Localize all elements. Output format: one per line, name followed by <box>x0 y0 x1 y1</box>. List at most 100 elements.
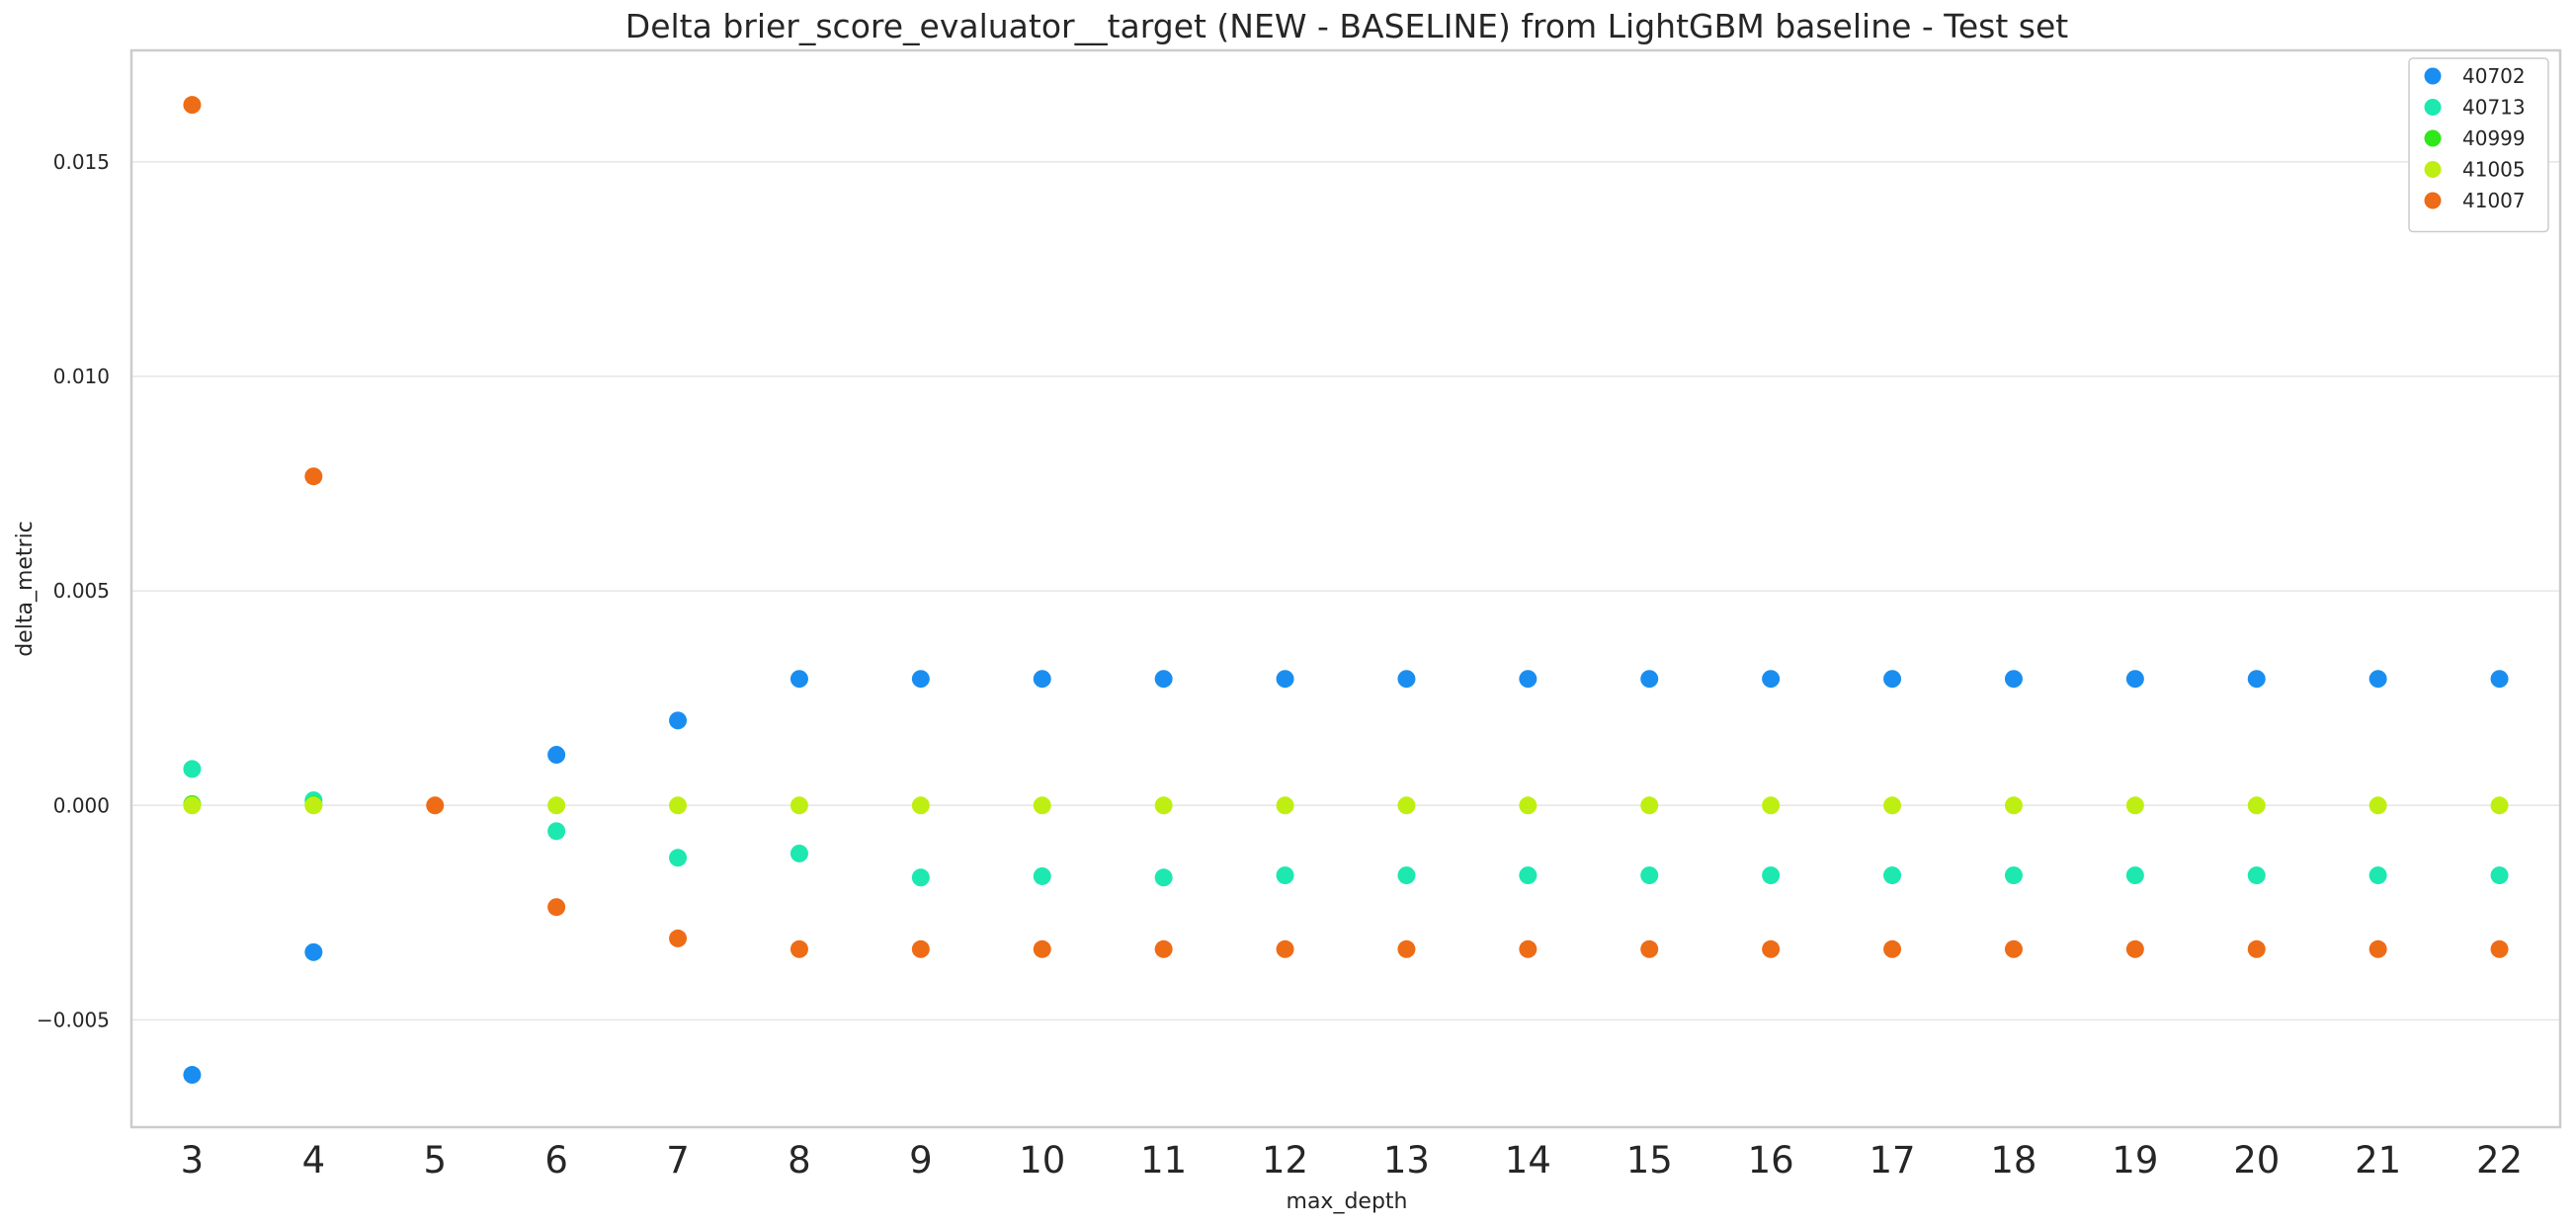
y-tick-label: 0.005 <box>53 579 110 603</box>
data-point-40713 <box>911 868 930 887</box>
x-tick-label: 21 <box>2355 1139 2401 1182</box>
data-point-40713 <box>1640 866 1659 885</box>
x-tick-label: 10 <box>1019 1139 1065 1182</box>
data-point-41007 <box>304 467 323 486</box>
legend-label: 40713 <box>2462 96 2526 120</box>
data-point-40702 <box>304 942 323 961</box>
x-tick-label: 3 <box>181 1139 205 1182</box>
data-point-41007 <box>547 898 566 917</box>
x-tick-label: 8 <box>788 1139 811 1182</box>
x-tick-label: 16 <box>1748 1139 1794 1182</box>
plot-frame <box>129 48 2562 1129</box>
data-point-40702 <box>1883 670 1902 689</box>
x-tick-label: 5 <box>423 1139 447 1182</box>
data-point-40713 <box>1883 866 1902 885</box>
chart-title: Delta brier_score_evaluator__target (NEW… <box>625 7 2068 45</box>
data-point-41007 <box>1883 939 1902 958</box>
x-axis-ticks: 3 4 5 6 7 8 9 10 11 12 13 14 15 16 17 18 19 20 21 22 <box>181 1139 2523 1182</box>
x-tick-label: 17 <box>1870 1139 1916 1182</box>
x-tick-label: 6 <box>544 1139 568 1182</box>
data-point-40713 <box>2247 866 2266 885</box>
data-point-40702 <box>2125 670 2144 689</box>
x-tick-label: 11 <box>1140 1139 1187 1182</box>
legend-marker <box>2424 67 2442 85</box>
data-point-41005 <box>1276 796 1294 815</box>
data-point-41005 <box>2247 796 2266 815</box>
x-tick-label: 9 <box>909 1139 933 1182</box>
data-point-41005 <box>1762 796 1781 815</box>
y-tick-label: 0.010 <box>53 365 110 388</box>
grid-lines <box>131 161 2560 1021</box>
data-point-40702 <box>1640 670 1659 689</box>
data-point-41007 <box>2490 939 2509 958</box>
data-point-40713 <box>1154 868 1173 887</box>
data-point-40702 <box>1033 670 1051 689</box>
data-point-41005 <box>547 796 566 815</box>
data-point-40702 <box>2490 670 2509 689</box>
legend-marker <box>2424 161 2442 178</box>
data-point-40713 <box>669 849 688 867</box>
x-tick-label: 13 <box>1383 1139 1430 1182</box>
data-point-41007 <box>911 939 930 958</box>
legend-label: 41005 <box>2462 158 2526 182</box>
data-point-40702 <box>911 670 930 689</box>
data-point-41005 <box>2004 796 2023 815</box>
y-axis-ticks: −0.005 0.000 0.005 0.010 0.015 <box>37 150 110 1032</box>
data-point-41005 <box>911 796 930 815</box>
y-tick-label: 0.015 <box>53 150 110 174</box>
legend-box <box>2408 57 2549 233</box>
data-point-41005 <box>2490 796 2509 815</box>
data-point-40702 <box>1762 670 1781 689</box>
x-tick-label: 14 <box>1505 1139 1551 1182</box>
data-point-41007 <box>789 939 808 958</box>
data-point-41005 <box>1397 796 1416 815</box>
data-point-40702 <box>1154 670 1173 689</box>
data-point-41007 <box>1397 939 1416 958</box>
data-point-41007 <box>1762 939 1781 958</box>
data-point-40713 <box>1033 866 1051 885</box>
data-point-40702 <box>1397 670 1416 689</box>
data-point-41007 <box>426 796 445 815</box>
legend-marker <box>2424 99 2442 116</box>
data-point-40702 <box>547 746 566 765</box>
data-point-41007 <box>2247 939 2266 958</box>
data-point-41007 <box>1519 939 1537 958</box>
legend-label: 41007 <box>2462 189 2526 212</box>
data-point-41005 <box>2125 796 2144 815</box>
x-tick-label: 18 <box>1990 1139 2036 1182</box>
data-point-40713 <box>183 760 202 778</box>
y-tick-label: −0.005 <box>37 1008 110 1031</box>
data-point-40713 <box>2368 866 2387 885</box>
x-tick-label: 4 <box>302 1139 326 1182</box>
legend-marker <box>2424 129 2442 147</box>
data-point-41007 <box>2368 939 2387 958</box>
data-point-40713 <box>1762 866 1781 885</box>
data-point-41005 <box>1640 796 1659 815</box>
x-tick-label: 15 <box>1626 1139 1673 1182</box>
x-tick-label: 19 <box>2112 1139 2158 1182</box>
data-point-41007 <box>1033 939 1051 958</box>
data-point-40702 <box>669 711 688 730</box>
data-point-41005 <box>1154 796 1173 815</box>
y-axis-label: delta_metric <box>13 521 38 657</box>
data-point-41005 <box>1883 796 1902 815</box>
data-point-41005 <box>789 796 808 815</box>
data-point-40702 <box>183 1066 202 1085</box>
x-tick-label: 12 <box>1262 1139 1308 1182</box>
data-point-41005 <box>669 796 688 815</box>
data-point-40713 <box>1519 866 1537 885</box>
data-points <box>183 96 2509 1085</box>
data-point-40702 <box>2247 670 2266 689</box>
data-point-41007 <box>2004 939 2023 958</box>
data-point-41007 <box>183 96 202 115</box>
data-point-41005 <box>183 796 202 815</box>
data-point-40702 <box>2368 670 2387 689</box>
legend-label: 40999 <box>2462 126 2526 150</box>
data-point-40713 <box>547 822 566 841</box>
data-point-40713 <box>789 844 808 862</box>
data-point-41005 <box>1033 796 1051 815</box>
data-point-40713 <box>2125 866 2144 885</box>
x-tick-label: 7 <box>666 1139 690 1182</box>
x-tick-label: 20 <box>2233 1139 2280 1182</box>
